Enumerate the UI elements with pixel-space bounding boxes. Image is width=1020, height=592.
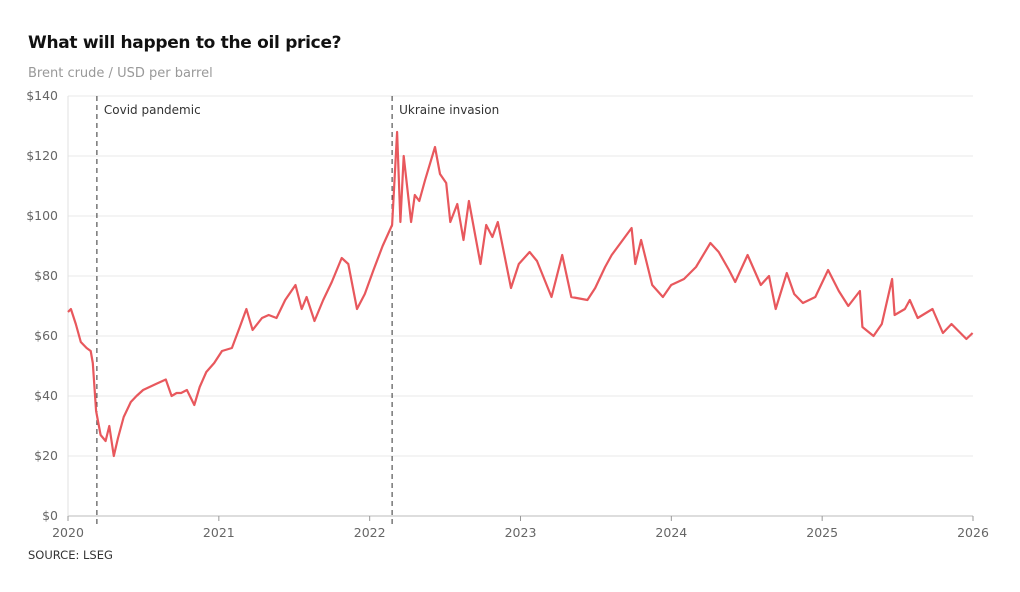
- y-tick-label: $40: [34, 388, 58, 403]
- x-tick-label: 2020: [52, 525, 84, 540]
- x-tick-label: 2023: [505, 525, 537, 540]
- y-tick-label: $140: [26, 88, 58, 103]
- y-tick-label: $0: [42, 508, 58, 523]
- y-tick-label: $100: [26, 208, 58, 223]
- annotation-label: Covid pandemic: [104, 103, 201, 117]
- annotation-label: Ukraine invasion: [399, 103, 499, 117]
- x-tick-label: 2025: [806, 525, 838, 540]
- series-line: [67, 130, 974, 458]
- chart-source: SOURCE: LSEG: [28, 548, 113, 562]
- y-tick-label: $20: [34, 448, 58, 463]
- x-tick-label: 2024: [655, 525, 687, 540]
- y-tick-label: $120: [26, 148, 58, 163]
- x-tick-label: 2021: [203, 525, 235, 540]
- y-tick-label: $60: [34, 328, 58, 343]
- y-tick-label: $80: [34, 268, 58, 283]
- chart-title: What will happen to the oil price?: [28, 33, 342, 53]
- x-tick-label: 2022: [354, 525, 386, 540]
- chart-subtitle: Brent crude / USD per barrel: [28, 66, 213, 81]
- x-tick-label: 2026: [957, 525, 989, 540]
